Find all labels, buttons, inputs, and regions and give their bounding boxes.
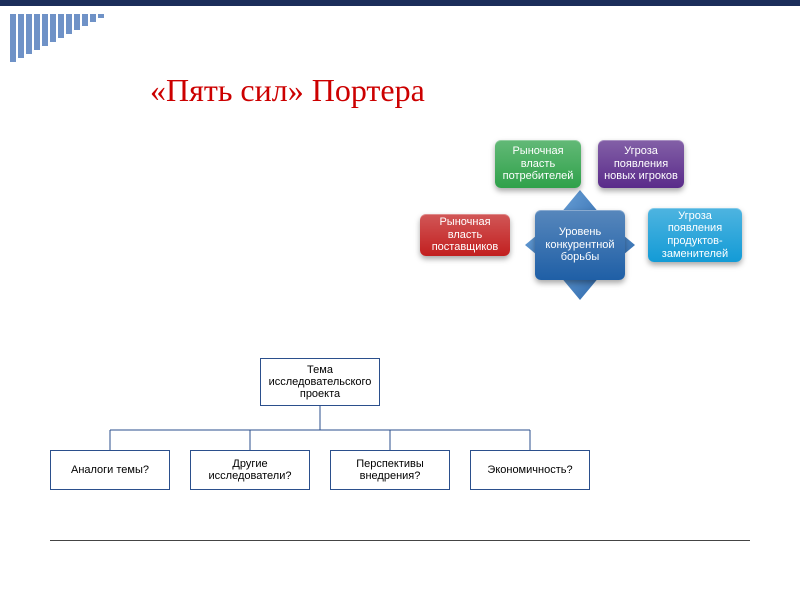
top-border <box>0 0 800 6</box>
force-suppliers: Рыночная власть поставщиков <box>420 214 510 256</box>
tree-chart: Тема исследовательского проекта Аналоги т… <box>50 358 750 508</box>
force-buyers: Рыночная власть потребителей <box>495 140 581 188</box>
tree-child-2: Перспективы внедрения? <box>330 450 450 490</box>
page-title: «Пять сил» Портера <box>150 72 425 109</box>
force-entrants: Угроза появления новых игроков <box>598 140 684 188</box>
force-subst: Угроза появления продуктов-заменителей <box>648 208 742 262</box>
tree-child-3: Экономичность? <box>470 450 590 490</box>
tree-child-0: Аналоги темы? <box>50 450 170 490</box>
tree-root: Тема исследовательского проекта <box>260 358 380 406</box>
porter-diagram: Уровень конкурентной борьбы Рыночная влас… <box>420 130 760 330</box>
bottom-rule <box>50 540 750 541</box>
force-center: Уровень конкурентной борьбы <box>535 210 625 280</box>
decorative-bars <box>10 14 104 62</box>
tree-child-1: Другие исследователи? <box>190 450 310 490</box>
